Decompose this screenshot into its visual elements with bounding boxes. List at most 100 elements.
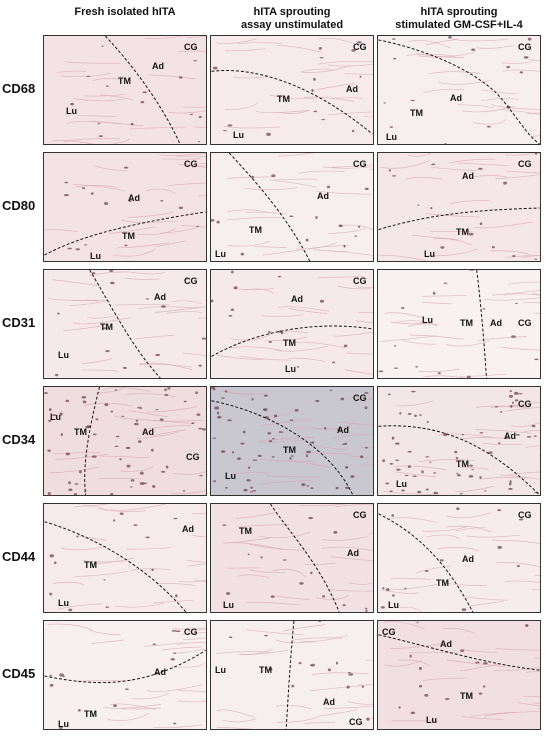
tissue-fibre xyxy=(278,306,330,312)
tissue-micrograph xyxy=(211,153,373,261)
tissue-fibre xyxy=(89,271,130,276)
tissue-fibre xyxy=(323,705,373,709)
stained-cell xyxy=(342,604,346,607)
stained-cell xyxy=(91,455,97,458)
tissue-fibre xyxy=(380,335,437,342)
stained-cell xyxy=(444,142,447,144)
tissue-fibre xyxy=(430,166,478,172)
stained-cell xyxy=(119,458,122,461)
tissue-fibre xyxy=(117,242,169,248)
tissue-fibre xyxy=(523,301,540,304)
tissue-fibre xyxy=(237,574,270,578)
stained-cell xyxy=(364,391,369,394)
stained-cell xyxy=(432,291,436,295)
stained-cell xyxy=(311,441,315,444)
tissue-fibre xyxy=(48,298,99,302)
tissue-fibre xyxy=(383,621,425,630)
tissue-fibre xyxy=(459,373,506,377)
tissue-fibre xyxy=(446,512,491,519)
stained-cell xyxy=(389,462,394,465)
stained-cell xyxy=(47,492,51,495)
tissue-fibre xyxy=(329,589,373,592)
tissue-fibre xyxy=(120,466,154,472)
stained-cell xyxy=(395,459,399,462)
stained-cell xyxy=(506,66,511,69)
tissue-fibre xyxy=(503,293,540,296)
stained-cell xyxy=(298,662,302,665)
tissue-fibre xyxy=(139,362,192,370)
tissue-fibre xyxy=(318,276,364,278)
tissue-fibre xyxy=(278,110,309,114)
tissue-fibre xyxy=(332,164,373,168)
tissue-fibre xyxy=(53,451,101,455)
tissue-fibre xyxy=(216,709,254,718)
stained-cell xyxy=(337,428,341,432)
histology-panel: CG Ad TM Lu xyxy=(43,152,207,262)
tissue-fibre xyxy=(227,176,276,179)
tissue-fibre xyxy=(124,277,159,280)
stained-cell xyxy=(505,437,508,440)
histology-panel: CG TM Ad Lu xyxy=(210,503,374,613)
stained-cell xyxy=(63,194,69,197)
stained-cell xyxy=(289,456,292,460)
stained-cell xyxy=(335,661,339,665)
stained-cell xyxy=(139,406,142,410)
stained-cell xyxy=(534,258,538,260)
marker-label: CD45 xyxy=(2,666,36,681)
tissue-fibre xyxy=(439,80,490,85)
layer-boundary-line xyxy=(476,270,487,378)
tissue-micrograph xyxy=(378,270,540,378)
region-label: Ad xyxy=(291,294,303,304)
tissue-fibre xyxy=(194,126,206,129)
tissue-fibre xyxy=(526,670,540,673)
stained-cell xyxy=(151,448,154,452)
stained-cell xyxy=(471,48,476,51)
stained-cell xyxy=(400,307,405,309)
tissue-fibre xyxy=(321,546,373,552)
histology-panel: CG Ad TM Lu xyxy=(210,386,374,496)
stained-cell xyxy=(220,450,226,453)
tissue-fibre xyxy=(278,153,315,157)
tissue-fibre xyxy=(239,355,292,361)
stained-cell xyxy=(251,397,254,401)
tissue-fibre xyxy=(132,692,170,700)
stained-cell xyxy=(271,174,276,178)
layer-boundary-line xyxy=(378,513,474,612)
tissue-fibre xyxy=(198,195,206,197)
stained-cell xyxy=(98,135,103,137)
stained-cell xyxy=(515,433,520,436)
stained-cell xyxy=(251,175,254,179)
tissue-fibre xyxy=(288,308,327,314)
tissue-fibre xyxy=(179,580,206,583)
stained-cell xyxy=(391,514,395,517)
stained-cell xyxy=(273,414,278,418)
tissue-micrograph xyxy=(48,270,206,378)
tissue-fibre xyxy=(287,460,331,468)
tissue-fibre xyxy=(523,696,540,697)
stained-cell xyxy=(240,442,245,445)
stained-cell xyxy=(225,592,231,595)
stained-cell xyxy=(388,169,391,172)
histology-panel: Ad TM Lu xyxy=(43,503,207,613)
tissue-fibre xyxy=(53,581,85,586)
tissue-fibre xyxy=(144,36,184,39)
tissue-fibre xyxy=(393,465,448,471)
tissue-fibre xyxy=(332,97,363,100)
histology-panel: Lu TM Ad CG xyxy=(210,620,374,730)
stained-cell xyxy=(86,425,91,428)
tissue-fibre xyxy=(181,632,206,635)
tissue-fibre xyxy=(259,480,312,486)
region-label: Lu xyxy=(386,132,397,142)
stained-cell xyxy=(212,66,218,70)
stained-cell xyxy=(59,412,63,416)
region-label: Lu xyxy=(58,719,69,729)
stained-cell xyxy=(482,308,486,310)
stained-cell xyxy=(137,440,142,443)
stained-cell xyxy=(343,344,348,348)
tissue-fibre xyxy=(507,281,540,285)
tissue-fibre xyxy=(282,624,326,632)
tissue-fibre xyxy=(225,48,266,52)
tissue-fibre xyxy=(99,94,133,101)
tissue-fibre xyxy=(475,429,532,434)
tissue-fibre xyxy=(260,418,313,427)
